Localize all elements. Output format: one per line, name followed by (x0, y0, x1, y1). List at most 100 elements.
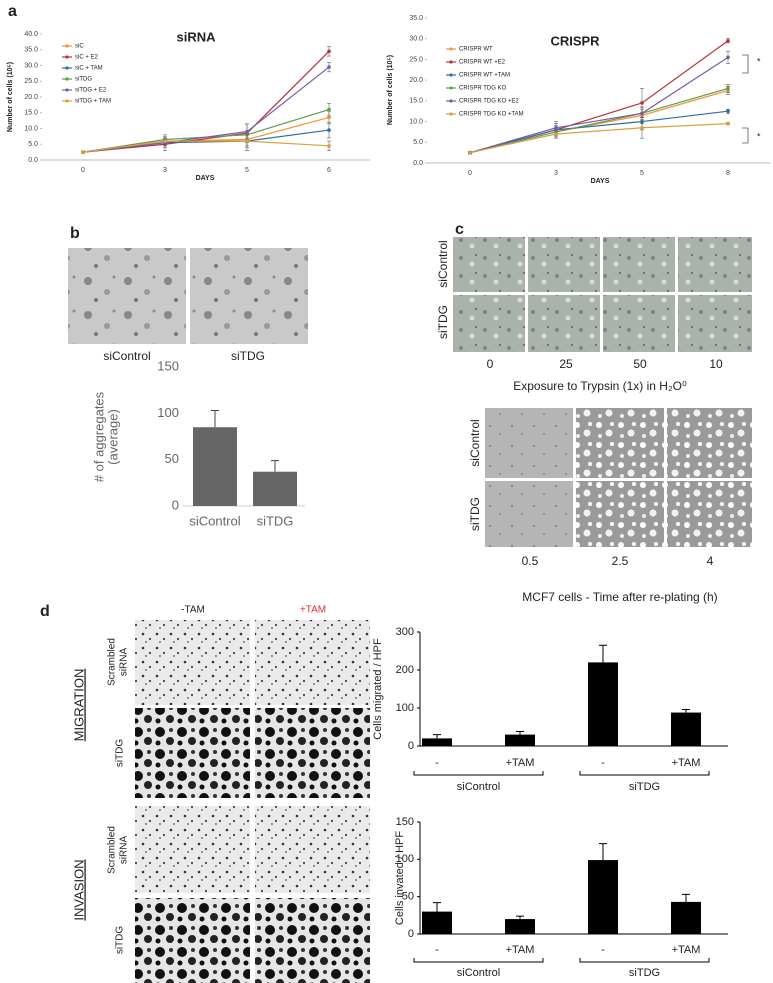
micrograph (485, 408, 573, 478)
y-tick-label: 50 (165, 451, 179, 466)
panel-label: d (40, 603, 50, 620)
x-tick-label: 0 (468, 170, 472, 177)
group-label: siTDG (629, 967, 660, 979)
column-label: 25 (559, 357, 573, 371)
error-bar (682, 709, 690, 713)
legend-label: siTDG (75, 77, 92, 83)
series-line (469, 56, 729, 154)
micrograph (135, 898, 250, 983)
x-tick-label: siControl (189, 513, 240, 528)
point (726, 121, 730, 126)
group-label: siControl (457, 781, 500, 793)
x-tick-label: +TAM (672, 944, 701, 956)
x-tick-label: +TAM (506, 757, 535, 769)
replating-grid (485, 408, 752, 547)
series-line (82, 66, 330, 153)
legend-label: CRISPR TDG KO +E2 (459, 99, 519, 105)
point (554, 132, 558, 136)
legend-marker (449, 73, 453, 77)
column-label: +TAM (300, 605, 326, 616)
x-tick-label: 5 (640, 170, 644, 177)
bar (671, 901, 701, 934)
legend-label: siC + TAM (75, 66, 103, 72)
row-label: siControl (468, 419, 482, 466)
y-tick-label: 30.0 (24, 62, 38, 69)
x-tick-label: siTDG (257, 513, 294, 528)
x-tick-label: - (601, 944, 605, 956)
y-tick-label: 25.0 (24, 78, 38, 85)
bar (588, 662, 618, 746)
y-tick-label: 0 (408, 740, 414, 752)
y-tick-label: 20.0 (409, 77, 423, 84)
panel-label: c (455, 221, 464, 238)
column-label: 0.5 (522, 554, 539, 568)
micrograph (453, 237, 525, 292)
column-label: 2.5 (612, 554, 629, 568)
y-tick-label: 15.0 (24, 110, 38, 117)
x-tick-label: 0 (81, 167, 85, 174)
x-tick-label: +TAM (672, 757, 701, 769)
point (554, 125, 558, 130)
error-bar (433, 902, 441, 912)
series-line (469, 40, 729, 154)
point (327, 115, 331, 120)
image-label: siControl (103, 349, 150, 363)
row-label: siRNA (119, 836, 130, 865)
micrograph (453, 295, 525, 352)
x-tick-label: 3 (163, 167, 167, 174)
significance-bracket (742, 54, 749, 144)
micrograph (485, 481, 573, 547)
image-label: siTDG (231, 349, 265, 363)
y-tick-label: 0 (408, 928, 414, 940)
x-tick-label: 5 (245, 167, 249, 174)
micrograph (667, 408, 752, 478)
point (640, 125, 644, 130)
y-tick-label: 100 (157, 405, 179, 420)
x-axis-label: DAYS (591, 178, 610, 185)
y-tick-label: 150 (396, 816, 414, 828)
annotation: * (757, 56, 761, 66)
y-tick-label: 150 (157, 358, 179, 373)
annotation: * (757, 131, 761, 141)
x-axis-label: DAYS (196, 175, 215, 182)
legend-marker (449, 60, 453, 64)
legend-label: CRISPR TDG KO (459, 86, 507, 92)
y-tick-label: 25.0 (409, 56, 423, 63)
group-bracket (579, 958, 710, 963)
legend-marker (449, 47, 453, 51)
x-tick-label: 3 (554, 170, 558, 177)
point (726, 38, 730, 43)
micrograph (135, 708, 250, 798)
column-label: 10 (709, 357, 723, 371)
point (163, 139, 167, 143)
micrograph (678, 237, 752, 292)
y-tick-label: 50 (402, 891, 414, 903)
y-axis-label: Number of cells (10⁵) (387, 55, 394, 125)
micrograph (678, 295, 752, 352)
error-bar (516, 915, 524, 920)
point (327, 49, 331, 54)
y-tick-label: 0.0 (413, 160, 423, 167)
legend-label: siC (75, 44, 84, 50)
x-tick-label: 8 (726, 170, 730, 177)
caption: Exposure to Trypsin (1x) in H₂O⁰ (513, 379, 687, 393)
legend-marker (449, 99, 453, 103)
y-tick-label: 15.0 (409, 98, 423, 105)
section-label: INVASION (71, 859, 86, 920)
group-label: siControl (457, 967, 500, 979)
micrograph (576, 481, 664, 547)
micrograph (135, 620, 250, 705)
series-line (82, 140, 330, 153)
error-bar (599, 843, 607, 861)
point (640, 111, 644, 116)
bar (671, 712, 701, 746)
caption: MCF7 cells - Time after re-plating (h) (522, 590, 717, 604)
group-bracket (413, 771, 544, 776)
bar (505, 734, 535, 746)
x-tick-label: - (435, 944, 439, 956)
point (245, 139, 249, 143)
group-bracket (579, 771, 710, 776)
point (327, 107, 331, 112)
micrograph (255, 620, 370, 705)
